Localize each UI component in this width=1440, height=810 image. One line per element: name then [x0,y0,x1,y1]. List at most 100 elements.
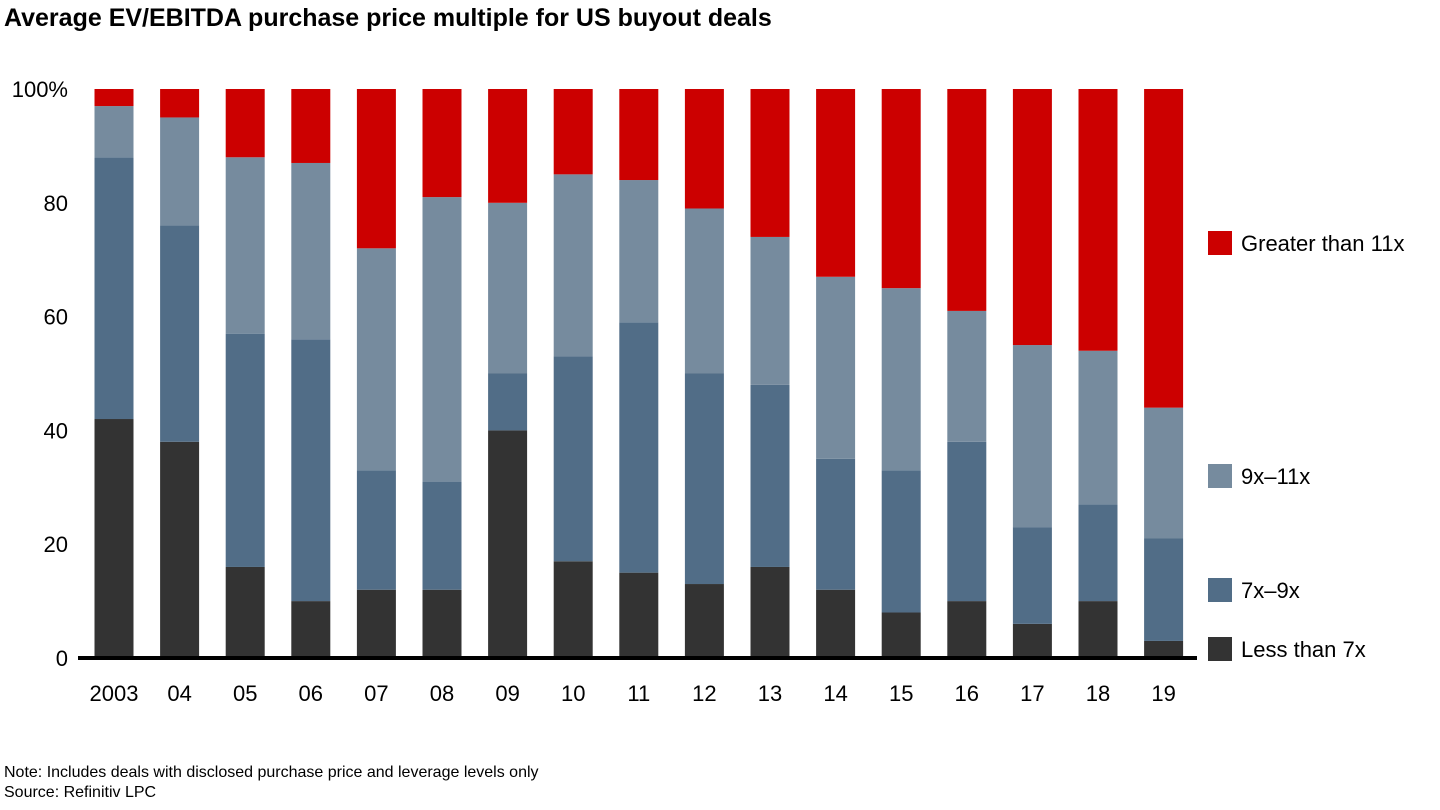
bar-segment-7x-9x [816,458,856,590]
bar-segment-greater-than-11x [750,89,790,237]
bar-segment-7x-9x [553,356,593,562]
legend-label: Less than 7x [1241,637,1366,662]
bar-segment-7x-9x [94,157,134,420]
bar-segment-greater-than-11x [1144,89,1184,408]
bar-segment-9x-11x [750,236,790,385]
bar-segment-9x-11x [881,288,921,471]
x-tick-label: 18 [1086,681,1110,706]
x-tick-label: 08 [430,681,454,706]
bar-segment-greater-than-11x [684,89,724,209]
legend-swatch [1208,637,1232,661]
bar-segment-7x-9x [225,333,265,567]
bar-segment-7x-9x [1078,504,1118,602]
bar-segment-greater-than-11x [1078,89,1118,351]
bar-segment-7x-9x [291,339,331,602]
legend-label: Greater than 11x [1241,231,1404,256]
bar-segment-9x-11x [291,162,331,340]
bar-segment-7x-9x [1012,527,1052,624]
footnotes: Note: Includes deals with disclosed purc… [4,763,539,803]
bar-segment-greater-than-11x [947,89,987,311]
bar-segment-greater-than-11x [356,89,396,249]
bar-segment-greater-than-11x [1012,89,1052,346]
bar-segment-9x-11x [356,248,396,471]
bar-segment-9x-11x [1012,345,1052,528]
y-tick-label: 60 [44,305,68,330]
x-tick-label: 14 [823,681,847,706]
x-tick-label: 09 [495,681,519,706]
bar-segment-7x-9x [160,225,200,442]
bar-segment-9x-11x [160,117,200,226]
bar-segment-9x-11x [947,310,987,442]
bar-segment-greater-than-11x [881,89,921,289]
bar-segment-less-than-7x [816,589,856,658]
legend-swatch [1208,231,1232,255]
x-tick-label: 11 [627,681,650,706]
y-tick-label: 100% [12,77,68,102]
y-tick-label: 20 [44,532,68,557]
bar-segment-less-than-7x [160,441,200,658]
bar-segment-greater-than-11x [160,89,200,118]
legend-swatch [1208,578,1232,602]
bar-segment-greater-than-11x [225,89,265,158]
legend-swatch [1208,464,1232,488]
y-tick-label: 40 [44,418,68,443]
bar-segment-less-than-7x [1012,623,1052,658]
bar-segment-9x-11x [1144,407,1184,539]
bar-segment-less-than-7x [488,430,528,658]
bar-segment-7x-9x [488,373,528,431]
bar-segment-less-than-7x [422,589,462,658]
x-tick-label: 17 [1020,681,1044,706]
bar-segment-7x-9x [684,373,724,585]
bar-segment-9x-11x [816,276,856,459]
bar-segment-less-than-7x [684,584,724,658]
x-tick-label: 16 [955,681,979,706]
bar-segment-less-than-7x [1144,640,1184,658]
bar-segment-9x-11x [225,157,265,334]
bar-segment-7x-9x [422,481,462,590]
bar-segment-less-than-7x [94,419,134,658]
bar-segment-7x-9x [356,470,396,590]
bar-segment-less-than-7x [553,561,593,658]
x-tick-label: 13 [758,681,782,706]
x-tick-label: 04 [167,681,191,706]
bar-segment-greater-than-11x [816,89,856,277]
y-tick-label: 0 [56,646,68,671]
bar-segment-less-than-7x [291,601,331,658]
bar-segment-greater-than-11x [422,89,462,198]
x-tick-label: 19 [1151,681,1175,706]
bar-segment-less-than-7x [619,572,659,658]
bar-segment-7x-9x [619,322,659,573]
bar-segment-9x-11x [684,208,724,374]
bar-segment-7x-9x [947,441,987,602]
bar-segment-greater-than-11x [488,89,528,203]
x-tick-label: 2003 [90,681,139,706]
legend-label: 9x–11x [1241,464,1310,489]
bar-segment-9x-11x [488,202,528,374]
note-text: Note: Includes deals with disclosed purc… [4,764,539,781]
bar-segment-9x-11x [422,197,462,482]
bar-segment-less-than-7x [881,612,921,658]
chart-title: Average EV/EBITDA purchase price multipl… [4,4,772,32]
bar-segment-less-than-7x [225,566,265,658]
x-tick-label: 12 [692,681,716,706]
x-tick-label: 07 [364,681,388,706]
source-text: Source: Refinitiv LPC [4,784,157,801]
bar-segment-less-than-7x [750,566,790,658]
bar-segment-less-than-7x [947,601,987,658]
x-tick-label: 05 [233,681,257,706]
bar-segment-9x-11x [1078,350,1118,505]
bar-segment-9x-11x [553,174,593,357]
bar-segment-less-than-7x [356,589,396,658]
x-tick-label: 06 [299,681,323,706]
y-tick-label: 80 [44,191,68,216]
bar-segment-9x-11x [619,180,659,323]
bar-segment-9x-11x [94,106,134,158]
bar-segment-greater-than-11x [94,89,134,107]
bar-segment-less-than-7x [1078,601,1118,658]
bar-segment-7x-9x [881,470,921,613]
bar-segment-greater-than-11x [291,89,331,163]
bar-segment-7x-9x [750,384,790,567]
x-tick-label: 10 [561,681,585,706]
x-tick-label: 15 [889,681,913,706]
